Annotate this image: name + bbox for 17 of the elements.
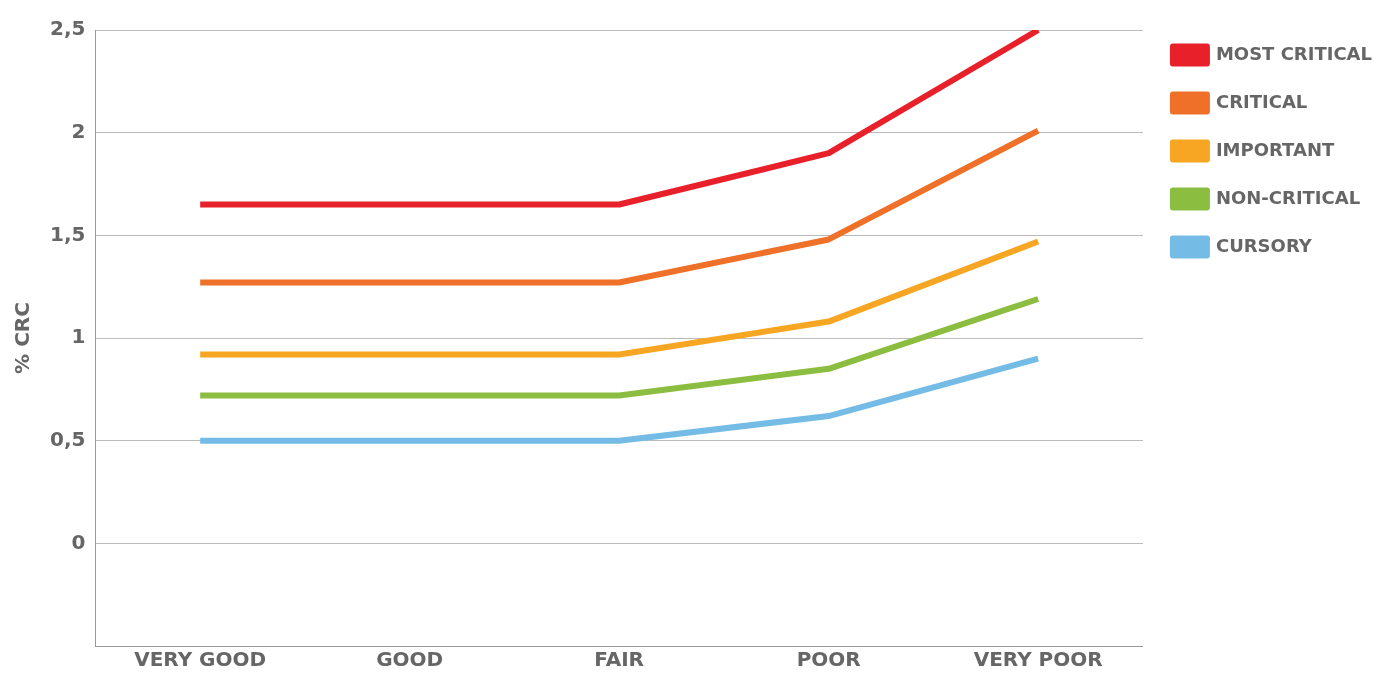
legend-label: IMPORTANT [1215, 138, 1335, 160]
x-tick-label: FAIR [594, 647, 645, 672]
y-tick-label: 2 [71, 118, 86, 143]
legend-label: NON-CRITICAL [1215, 186, 1361, 208]
x-tick-label: VERY POOR [973, 647, 1103, 672]
legend-label: CURSORY [1215, 234, 1313, 256]
y-tick-label: 1,5 [49, 221, 86, 246]
y-axis-title: % CRC [10, 302, 35, 374]
legend-label: CRITICAL [1215, 90, 1308, 112]
y-tick-label: 0,5 [49, 426, 86, 451]
y-tick-label: 0 [71, 529, 86, 554]
x-tick-label: GOOD [376, 647, 444, 672]
y-tick-label: 2,5 [49, 16, 86, 41]
legend-label: MOST CRITICAL [1215, 42, 1372, 64]
y-tick-label: 1 [71, 324, 86, 349]
x-tick-label: VERY GOOD [134, 647, 267, 672]
x-tick-label: POOR [796, 647, 861, 672]
